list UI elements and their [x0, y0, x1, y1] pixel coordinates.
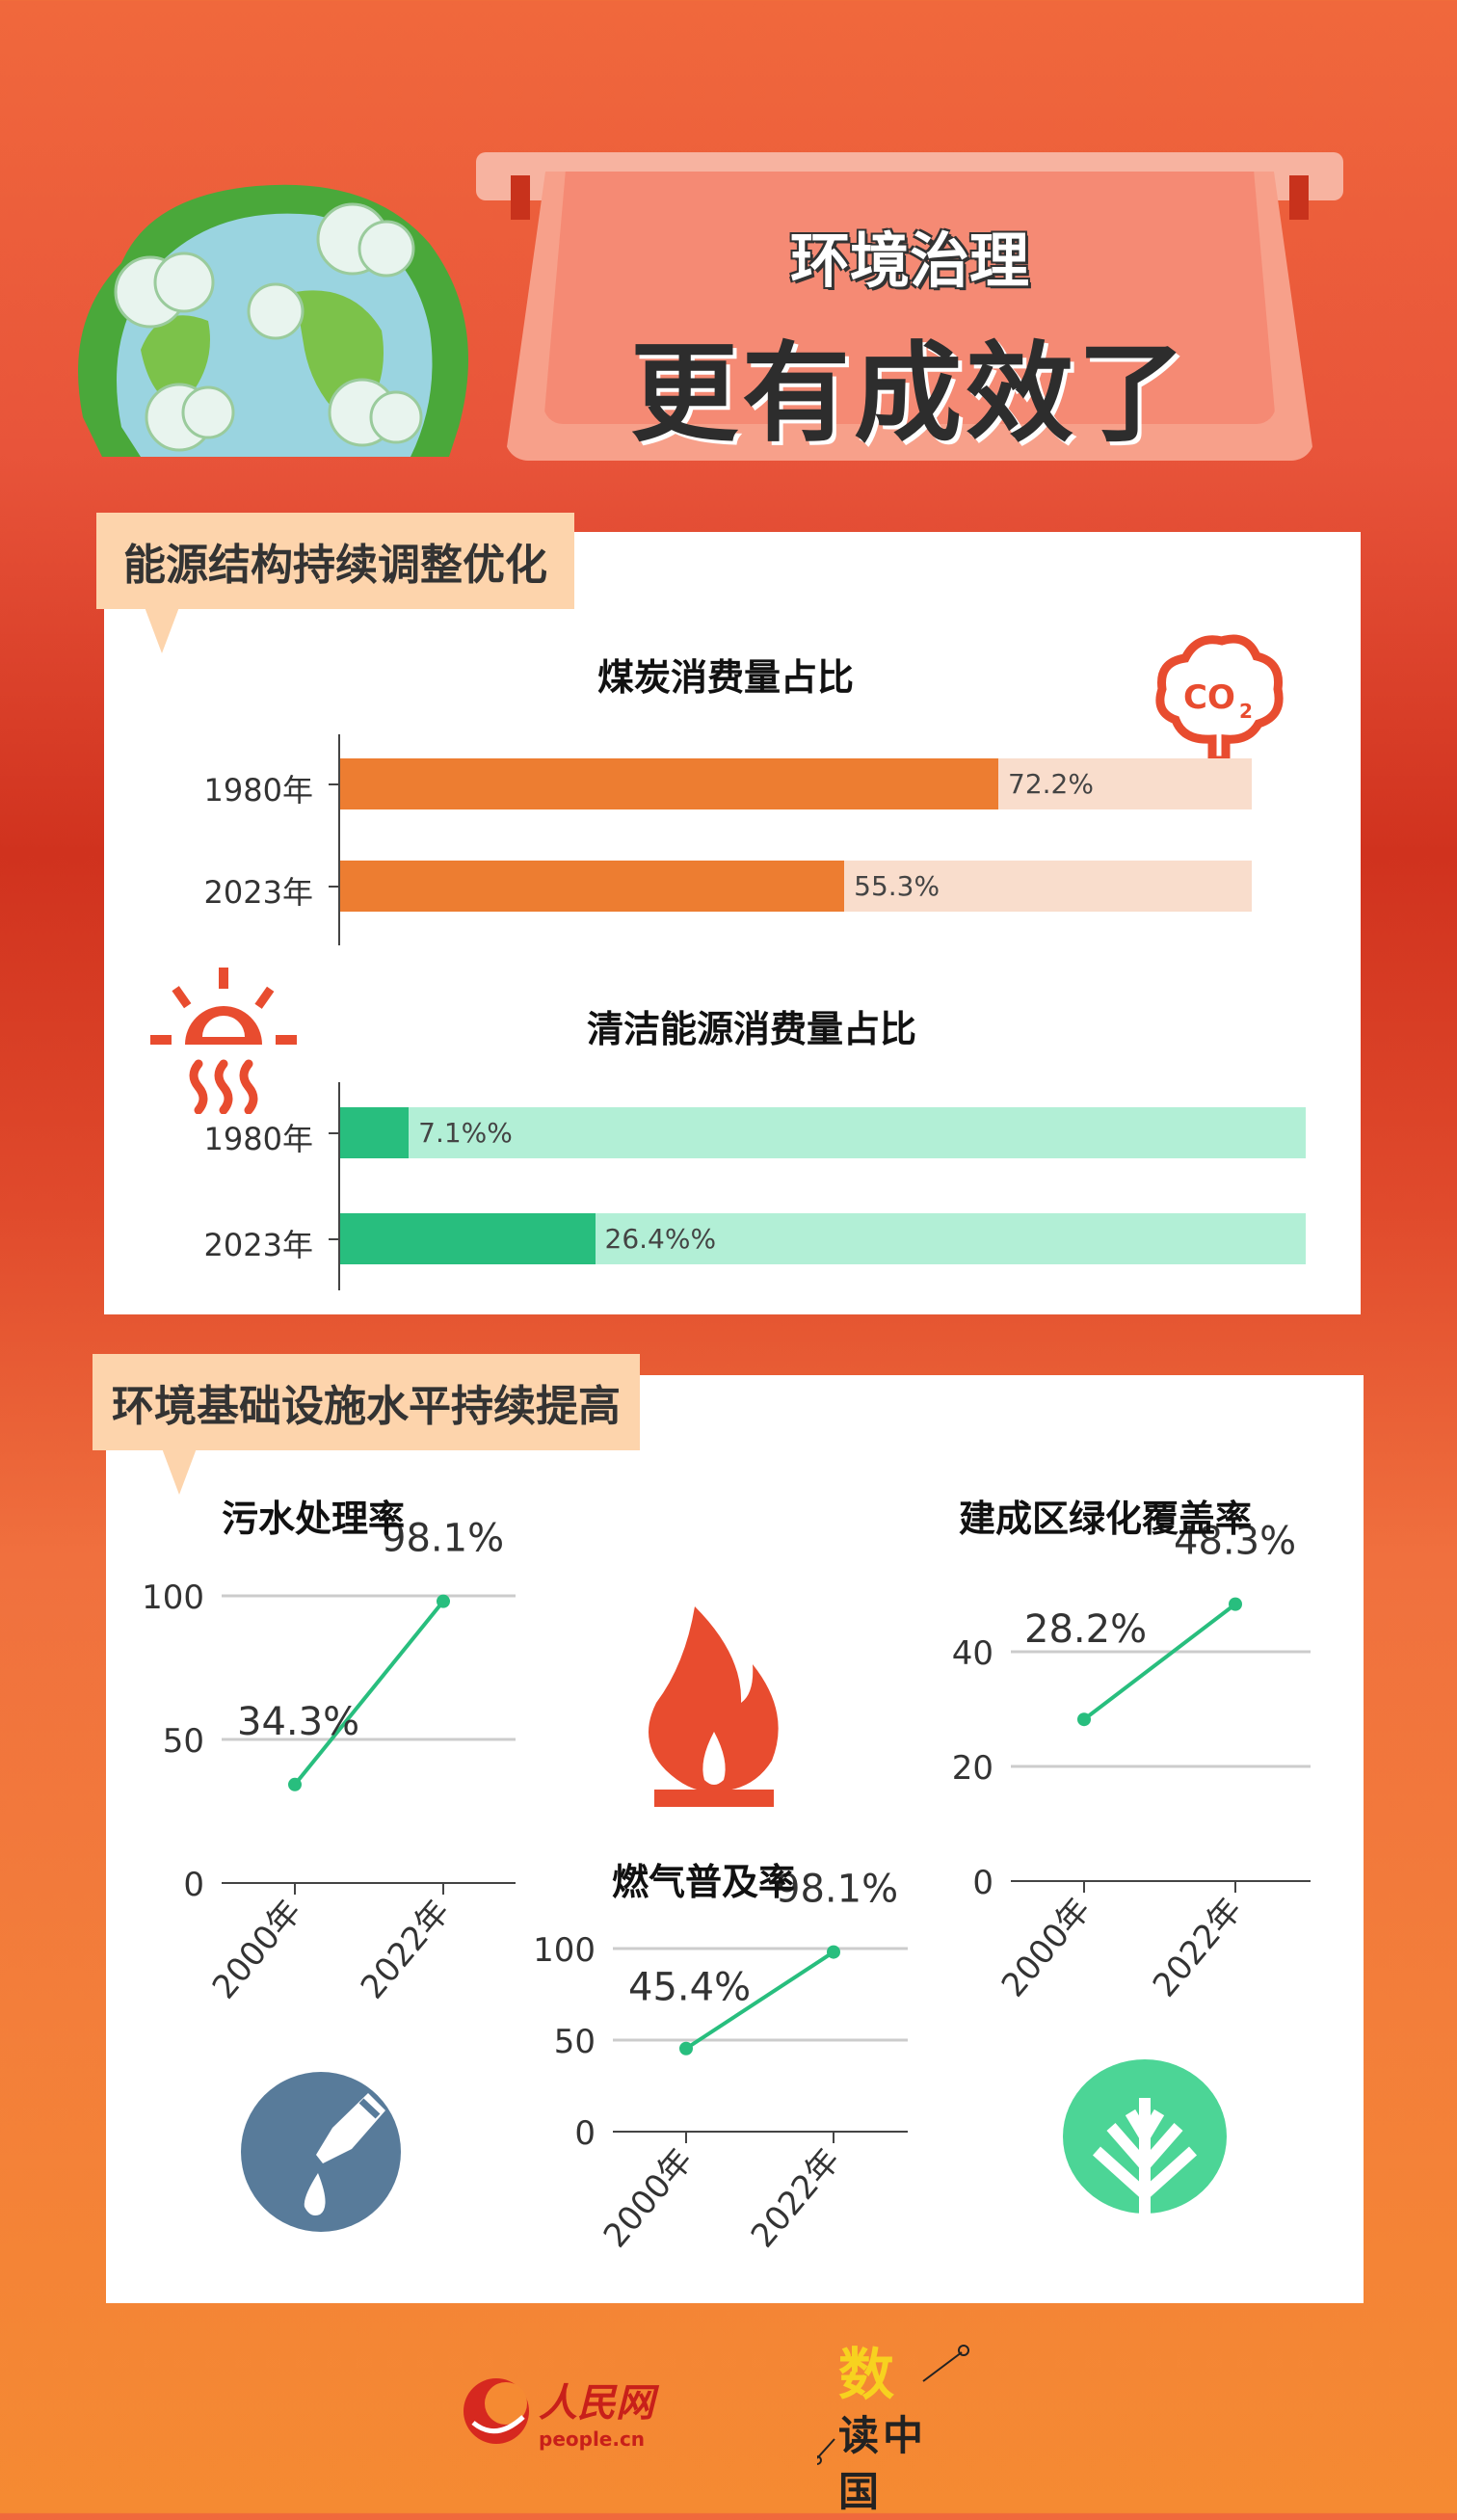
banner-slot	[511, 175, 530, 220]
chart-title-clean: 清洁能源消费量占比	[586, 1008, 916, 1050]
x-tick-label: 2000年	[596, 2141, 701, 2255]
bar	[340, 861, 845, 912]
people-logo-icon	[464, 2377, 529, 2444]
y-tick	[329, 1132, 338, 1134]
y-tick-label: 0	[972, 1864, 993, 1902]
co2-cloud-icon: CO 2	[1154, 633, 1284, 765]
logo-decoration-lines	[817, 2345, 969, 2465]
logo-text: 数读中国	[838, 2342, 928, 2515]
chart-title: 污水处理率	[222, 1498, 406, 1540]
bar-value-label: 26.4%%	[604, 1223, 717, 1255]
y-tick-label: 40	[952, 1634, 993, 1673]
data-point	[1077, 1712, 1091, 1727]
x-tick-label: 2000年	[205, 1893, 309, 2006]
section-label-energy: 能源结构持续调整优化	[96, 513, 574, 609]
y-tick-label: 0	[183, 1866, 204, 1904]
category-label: 2023年	[203, 1227, 313, 1263]
data-label: 34.3%	[237, 1700, 359, 1744]
data-label: 98.1%	[382, 1517, 504, 1561]
data-label: 45.4%	[628, 1966, 751, 2010]
data-point	[288, 1777, 302, 1791]
data-label: 28.2%	[1024, 1607, 1147, 1652]
data-point	[437, 1594, 450, 1608]
water-drop-pipe-icon	[241, 2072, 401, 2232]
section-label-infrastructure: 环境基础设施水平持续提高	[93, 1354, 640, 1450]
bar-value-label: 72.2%	[1008, 768, 1094, 800]
title-line1: 环境治理	[789, 225, 1029, 296]
tree-icon	[1063, 2059, 1227, 2252]
title-banner: 环境治理 更有成效了	[476, 152, 1343, 464]
y-tick-label: 0	[574, 2114, 596, 2153]
globe-illustration-icon	[64, 176, 481, 457]
chart-title: 建成区绿化覆盖率	[959, 1498, 1253, 1540]
data-point	[827, 1945, 840, 1959]
bar-track: 55.3%	[340, 861, 1252, 912]
gas-flame-icon	[647, 1606, 781, 1807]
y-tick	[329, 1238, 338, 1240]
bar-value-label: 7.1%%	[418, 1117, 513, 1149]
series-line	[684, 1950, 835, 2051]
y-tick	[329, 886, 338, 888]
data-point	[679, 2041, 693, 2056]
data-label: 48.3%	[1174, 1520, 1296, 1564]
bar	[340, 758, 998, 809]
bar-track: 72.2%	[340, 758, 1252, 809]
bar-value-label: 55.3%	[854, 870, 940, 902]
x-tick-label: 2000年	[994, 1891, 1099, 2004]
svg-text:2: 2	[1239, 700, 1253, 723]
bar-track: 7.1%%	[340, 1107, 1306, 1158]
svg-text:CO: CO	[1183, 678, 1235, 717]
banner-inner	[543, 172, 1276, 424]
y-tick	[329, 783, 338, 785]
logo-text: 人民网	[539, 2379, 654, 2426]
y-tick-label: 50	[163, 1722, 204, 1761]
bar	[340, 1107, 410, 1158]
y-tick-label: 20	[952, 1749, 993, 1788]
data-point	[1229, 1597, 1242, 1611]
category-label: 1980年	[203, 772, 313, 809]
label-pointer	[162, 1448, 197, 1495]
category-label: 1980年	[203, 1121, 313, 1157]
x-tick-label: 2022年	[1146, 1891, 1250, 2004]
banner-slot	[1289, 175, 1309, 220]
x-tick-label: 2022年	[354, 1893, 458, 2006]
y-tick-label: 50	[554, 2023, 596, 2061]
series-line	[1082, 1603, 1237, 1721]
sun-heat-icon	[150, 968, 297, 1115]
bar-track: 26.4%%	[340, 1213, 1306, 1264]
energy-panel	[104, 532, 1361, 1314]
section-title: 环境基础设施水平持续提高	[112, 1382, 621, 1431]
y-axis-line	[338, 734, 340, 945]
section-title: 能源结构持续调整优化	[123, 541, 547, 590]
title-line2: 更有成效了	[630, 332, 1189, 457]
x-tick-label: 2022年	[744, 2141, 848, 2255]
y-tick-label: 100	[533, 1931, 596, 1970]
logo-subtext: people.cn	[539, 2427, 646, 2451]
label-pointer	[145, 607, 179, 653]
chart-title: 燃气普及率	[612, 1861, 796, 1903]
category-label: 2023年	[203, 874, 313, 911]
bar	[340, 1213, 596, 1264]
y-tick-label: 100	[142, 1578, 204, 1617]
data-label: 98.1%	[776, 1868, 898, 1912]
people-cn-logo: 人民网 people.cn	[460, 2369, 674, 2453]
chart-title-coal: 煤炭消费量占比	[596, 656, 854, 699]
series-line	[293, 1600, 445, 1787]
shudu-china-logo: 数读中国	[817, 2343, 971, 2515]
y-axis-line	[338, 1082, 340, 1290]
